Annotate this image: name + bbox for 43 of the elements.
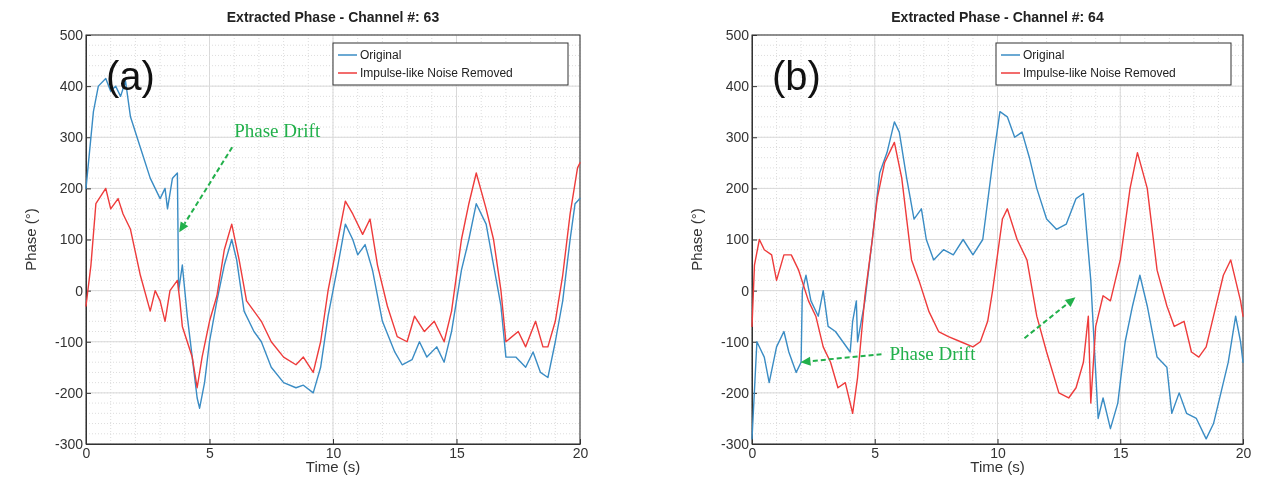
line-series [751, 141, 1244, 415]
y-tick-label: 400 [59, 78, 84, 95]
y-tick-label: -300 [720, 435, 750, 452]
y-tick-label: 200 [725, 180, 750, 197]
legend-label: Original [1023, 48, 1065, 62]
y-tick-label: -100 [720, 333, 750, 350]
y-tick-label: 300 [59, 129, 84, 146]
annotation: (b) [772, 54, 821, 98]
x-tick-label: 5 [871, 444, 880, 461]
y-tick-label: 0 [75, 282, 84, 299]
y-tick-label: 400 [725, 78, 750, 95]
x-tick-label: 10 [325, 444, 342, 461]
legend-label: Original [360, 48, 402, 62]
chart-title: Extracted Phase - Channel #: 63 [226, 9, 440, 25]
y-tick-label: 200 [59, 180, 84, 197]
x-tick-label: 15 [449, 444, 465, 461]
line-series [751, 110, 1244, 440]
x-tick-label: 20 [1235, 444, 1252, 461]
y-tick-label: 100 [725, 231, 750, 248]
y-tick-label: -300 [54, 435, 84, 452]
annotation: Phase Drift [234, 120, 321, 142]
x-tick-label: 15 [1112, 444, 1129, 461]
annotation: (a) [106, 54, 155, 98]
y-tick-label: 100 [59, 231, 84, 248]
x-axis-title: Time (s) [970, 458, 1025, 475]
legend-label: Impulse-like Noise Removed [360, 66, 513, 80]
chart-title: Extracted Phase - Channel #: 64 [891, 9, 1104, 25]
x-tick-label: 20 [572, 444, 589, 461]
y-tick-label: 500 [59, 26, 84, 43]
y-axis-title: Phase (°) [688, 208, 705, 271]
annotation: Phase Drift [889, 343, 977, 365]
x-axis-title: Time (s) [305, 458, 361, 475]
legend-label: Impulse-like Noise Removed [1023, 66, 1176, 80]
y-tick-label: 500 [725, 26, 750, 43]
y-tick-label: -200 [720, 384, 750, 401]
x-tick-label: 10 [990, 444, 1006, 461]
y-tick-label: -100 [54, 333, 84, 350]
y-axis-title: Phase (°) [22, 208, 39, 271]
line-series [85, 162, 581, 389]
x-tick-label: 5 [206, 444, 215, 461]
y-tick-label: 0 [741, 282, 750, 299]
y-tick-label: 300 [725, 129, 750, 146]
y-tick-label: -200 [54, 384, 84, 401]
